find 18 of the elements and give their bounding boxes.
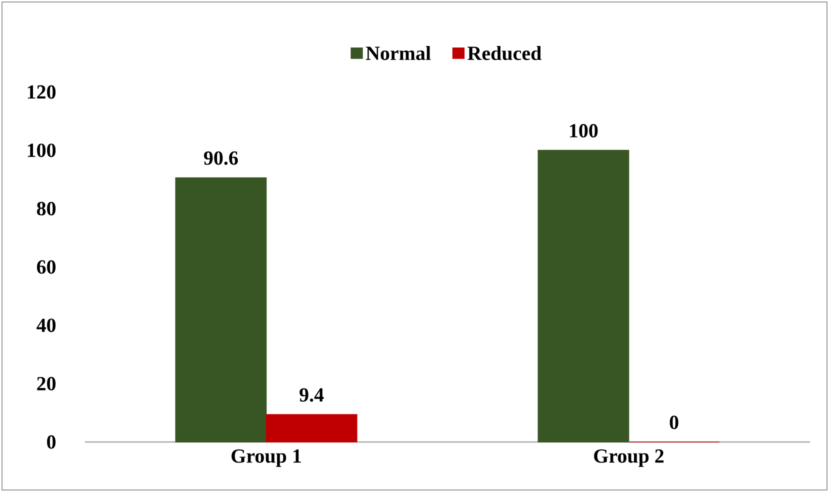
- data-label: 100: [570, 124, 598, 138]
- y-tick-label: 100: [28, 144, 56, 158]
- legend-label: Normal: [366, 46, 431, 60]
- y-tick-label: 60: [36, 260, 56, 274]
- y-tick-label: 20: [37, 376, 56, 390]
- y-tick-label: 80: [36, 202, 56, 216]
- data-label: 90.6: [204, 151, 238, 165]
- y-tick-label: 120: [28, 85, 56, 99]
- x-tick-label: Group 2: [594, 449, 664, 467]
- legend-label: Reduced: [468, 46, 542, 60]
- bar: [538, 150, 630, 442]
- y-tick-label: 40: [36, 318, 56, 332]
- y-tick-label: 0: [47, 435, 56, 449]
- bar: [175, 177, 267, 442]
- data-label: 0: [670, 416, 678, 430]
- bar: [266, 414, 358, 442]
- data-label: 9.4: [300, 388, 324, 402]
- x-tick-label: Group 1: [232, 449, 301, 467]
